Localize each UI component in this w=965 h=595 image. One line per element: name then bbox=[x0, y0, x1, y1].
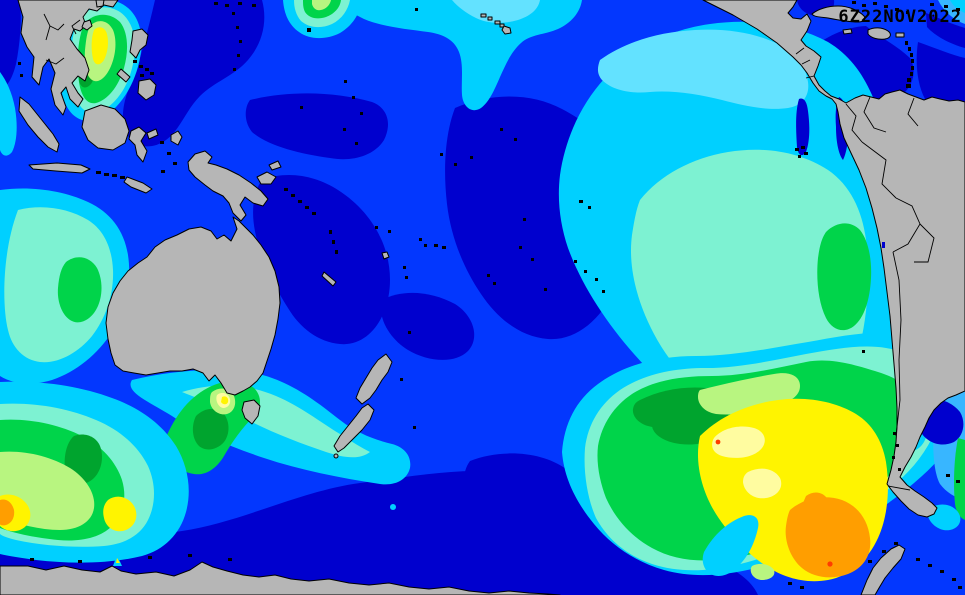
landmass-nz-south bbox=[333, 403, 375, 453]
galapagos-specks bbox=[795, 146, 808, 158]
model-run-timestamp: 6Z22NOV2022 bbox=[838, 7, 962, 27]
landmass-taiwan bbox=[95, 0, 105, 8]
east-pacific-lightcyan-band bbox=[597, 29, 809, 109]
landmass-new-ireland bbox=[268, 160, 282, 171]
lime-speck-south bbox=[750, 563, 775, 580]
landmass-stewart-island bbox=[333, 453, 339, 459]
west-aus-green bbox=[57, 257, 102, 323]
landmass-australia bbox=[105, 216, 281, 396]
red-speck-2 bbox=[827, 561, 833, 567]
peninsula-cyan-blob bbox=[928, 504, 961, 531]
cyan-intrusion-south bbox=[702, 515, 759, 576]
hawaii-lightcyan-patch bbox=[452, 0, 540, 23]
swell-tasman bbox=[130, 369, 411, 510]
philippines-visayas-specks bbox=[133, 60, 154, 77]
landmass-jamaica bbox=[842, 28, 853, 35]
landmass-sulawesi-arm bbox=[146, 128, 159, 140]
philippine-sea-navy bbox=[122, 0, 265, 147]
landmass-nz-north bbox=[355, 353, 393, 405]
bahamas-specks bbox=[852, 1, 960, 14]
coral-tasman-navy bbox=[253, 175, 390, 345]
landmass-fiji bbox=[381, 251, 390, 260]
antarctic-coast-artifact bbox=[113, 555, 122, 566]
landmass-timor bbox=[123, 176, 153, 194]
landmass-hispaniola bbox=[867, 27, 891, 40]
equatorial-westpac-navy bbox=[245, 93, 388, 160]
landmass-new-guinea bbox=[187, 150, 269, 222]
top-edge-blob-lime bbox=[312, 0, 331, 11]
landmass-antarctic-peninsula bbox=[860, 544, 906, 595]
landmass-tasmania bbox=[241, 399, 261, 425]
island-specks bbox=[18, 1, 962, 589]
landmass-halmahera bbox=[170, 130, 183, 146]
landmass-puerto-rico bbox=[895, 32, 905, 38]
orange-core bbox=[785, 497, 871, 578]
landmass-hawaii-chain bbox=[480, 13, 505, 28]
storm-southeast-pacific bbox=[562, 332, 965, 582]
landmass-new-britain bbox=[256, 171, 277, 185]
peru-green-blob bbox=[817, 223, 872, 331]
left-edge-cyan-strip bbox=[0, 72, 17, 156]
swell-west-australia bbox=[0, 72, 130, 384]
south-central-navy-blob bbox=[463, 453, 599, 568]
bay-of-bengal-navy bbox=[0, 0, 21, 90]
galapagos-shadow-navy bbox=[796, 98, 810, 156]
red-speck-1 bbox=[715, 439, 721, 445]
landmass-borneo bbox=[81, 104, 130, 151]
landmass-asia bbox=[17, 0, 119, 116]
lesser-antilles-specks bbox=[905, 41, 914, 88]
right-edge-green-sliver bbox=[954, 438, 965, 520]
landmass-sumatra bbox=[18, 96, 60, 153]
landmass-hainan bbox=[81, 19, 93, 31]
landmass-hawaii-big-island bbox=[501, 25, 512, 35]
landmass-palawan bbox=[116, 68, 131, 83]
landmass-luzon bbox=[129, 28, 149, 59]
landmass-java bbox=[28, 162, 91, 174]
landmass-sulawesi bbox=[128, 126, 148, 163]
small-cyan-dot-east-of-nz bbox=[390, 504, 396, 510]
swell-north-pacific bbox=[283, 0, 582, 111]
lake-titicaca bbox=[882, 242, 885, 248]
landmass-mindanao bbox=[137, 78, 157, 101]
north-pacific-cyan-band bbox=[336, 0, 582, 111]
landmass-antarctica bbox=[0, 561, 561, 595]
storm-southern-indian-ocean bbox=[0, 381, 189, 563]
landmass-new-caledonia bbox=[321, 271, 337, 287]
country-borders bbox=[43, 13, 935, 491]
top-right-navy bbox=[926, 13, 965, 48]
navy-lobe-north-of-nz bbox=[380, 292, 475, 360]
landmass-cuba bbox=[811, 5, 866, 23]
